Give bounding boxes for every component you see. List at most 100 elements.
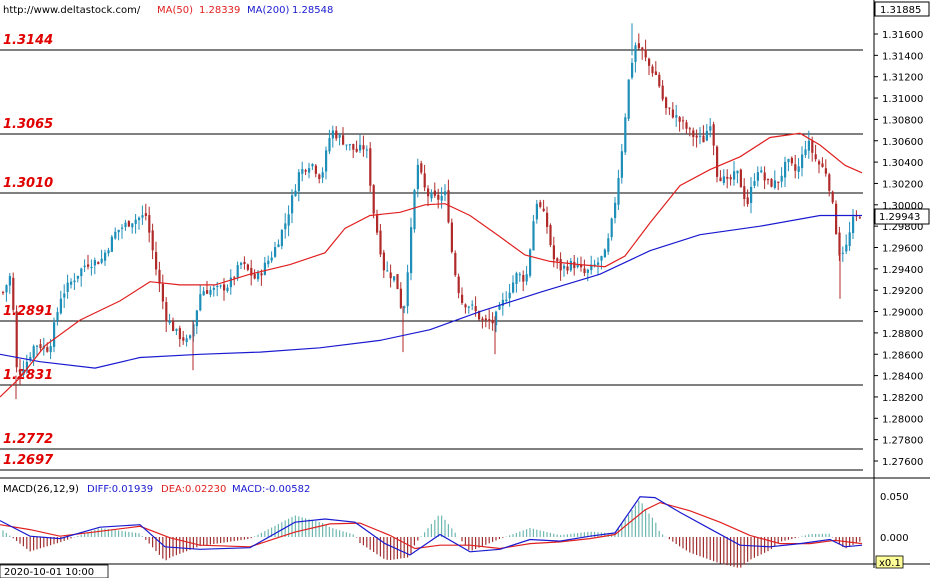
macd-dea-label: DEA:0.02230 <box>161 484 226 495</box>
candle-body <box>263 262 266 275</box>
candlesticks <box>2 23 861 400</box>
candle-body <box>685 122 688 129</box>
macd-scale-box <box>875 555 904 569</box>
level-label: 1.2697 <box>3 453 54 468</box>
candle-body <box>314 165 317 174</box>
candle-body <box>529 249 532 276</box>
candle-body <box>450 222 453 252</box>
candle-body <box>682 120 685 122</box>
candle-body <box>583 268 586 274</box>
macd-diff-label: DIFF:0.01939 <box>87 484 153 495</box>
candle-body <box>586 269 589 273</box>
candle-body <box>342 135 345 145</box>
candle-body <box>763 172 766 181</box>
price-tick-label: 1.30400 <box>882 158 923 169</box>
candle-body <box>226 287 229 292</box>
candle-body <box>175 328 178 331</box>
candle-body <box>185 338 188 343</box>
candle-body <box>661 85 664 100</box>
time-label: 2020-10-01 10:00 <box>4 567 94 578</box>
candle-body <box>556 258 559 261</box>
candle-body <box>172 321 175 331</box>
candle-body <box>597 262 600 265</box>
candle-body <box>841 252 844 254</box>
candle-body <box>454 252 457 276</box>
ma50-line <box>0 132 863 398</box>
candle-body <box>195 310 198 327</box>
candle-body <box>627 79 630 119</box>
candle-body <box>267 260 270 265</box>
candle-body <box>821 163 824 167</box>
candle-body <box>770 179 773 187</box>
candle-body <box>5 285 8 293</box>
price-tick-label: 1.30600 <box>882 137 923 148</box>
price-tick-label: 1.31200 <box>882 73 923 84</box>
candle-body <box>505 299 508 302</box>
candle-body <box>416 164 419 190</box>
candle-body <box>127 221 130 227</box>
candle-body <box>624 117 627 153</box>
candle-body <box>818 161 821 165</box>
price-tick-label: 1.28800 <box>882 329 923 340</box>
candle-body <box>644 49 647 58</box>
price-tick-label: 1.28600 <box>882 350 923 361</box>
candle-body <box>219 285 222 287</box>
candle-body <box>784 161 787 178</box>
candle-body <box>569 261 572 271</box>
candle-body <box>665 97 668 109</box>
current-price-label: 1.29943 <box>879 212 920 223</box>
candle-body <box>807 140 810 151</box>
level-label: 1.2891 <box>3 304 53 319</box>
candle-body <box>678 117 681 122</box>
candle-body <box>563 265 566 269</box>
candle-body <box>83 265 86 268</box>
candle-body <box>216 285 219 287</box>
macd-panel <box>0 496 863 568</box>
candle-body <box>2 292 5 294</box>
candle-body <box>726 176 729 179</box>
candle-body <box>311 164 314 167</box>
candle-body <box>121 227 124 229</box>
candle-body <box>542 208 545 212</box>
candle-body <box>471 304 474 306</box>
price-tick-label: 1.30800 <box>882 115 923 126</box>
candle-body <box>760 170 763 173</box>
candle-body <box>423 173 426 188</box>
candle-body <box>124 222 127 228</box>
candle-body <box>658 74 661 87</box>
candle-body <box>59 298 62 314</box>
candle-body <box>250 267 253 276</box>
candle-body <box>648 58 651 66</box>
candle-body <box>634 45 637 62</box>
macd-scale-label: x0.1 <box>879 558 901 569</box>
candle-body <box>692 130 695 137</box>
candle-body <box>498 304 501 310</box>
candle-body <box>161 283 164 302</box>
candle-body <box>675 115 678 118</box>
url-label: http://www.deltastock.com/ <box>3 5 141 16</box>
price-tick-label: 1.27600 <box>882 457 923 468</box>
candle-body <box>617 177 620 205</box>
candle-body <box>355 148 358 152</box>
candle-body <box>410 227 413 274</box>
candle-body <box>481 318 484 321</box>
price-tick-label: 1.30000 <box>882 201 923 212</box>
candle-body <box>688 128 691 130</box>
candle-body <box>155 252 158 270</box>
top-price-label: 1.31885 <box>880 5 921 16</box>
candle-body <box>671 109 674 118</box>
candle-body <box>515 273 518 284</box>
candle-body <box>178 328 181 340</box>
candle-body <box>532 221 535 251</box>
candle-body <box>53 322 56 347</box>
candle-body <box>580 264 583 268</box>
price-tick-label: 1.31000 <box>882 94 923 105</box>
candle-body <box>365 149 368 151</box>
candle-body <box>552 245 555 260</box>
candle-body <box>206 290 209 294</box>
candle-body <box>372 185 375 214</box>
price-tick-label: 1.27800 <box>882 436 923 447</box>
candle-body <box>301 169 304 174</box>
candle-body <box>223 284 226 291</box>
